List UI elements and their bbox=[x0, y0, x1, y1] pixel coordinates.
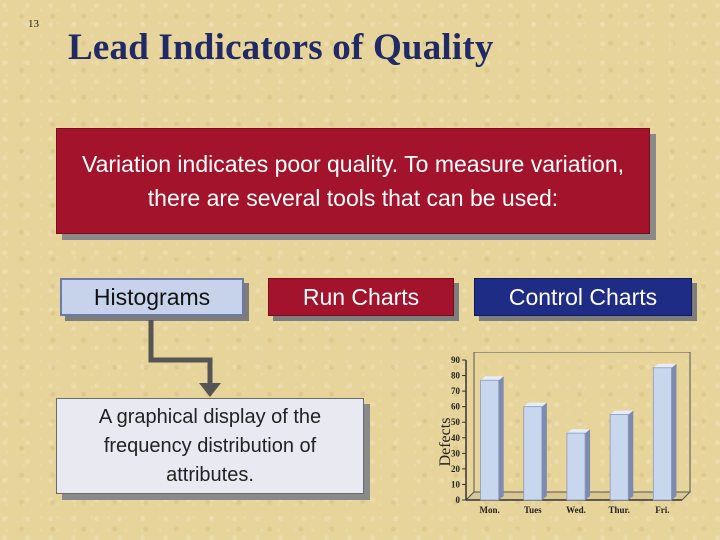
bar-top bbox=[610, 410, 634, 415]
histograms-button[interactable]: Histograms bbox=[60, 278, 244, 316]
y-tick-label: 10 bbox=[451, 479, 461, 489]
bar-top bbox=[523, 402, 547, 407]
connector-line bbox=[148, 320, 213, 384]
arrow-head-icon bbox=[199, 383, 221, 397]
y-tick-label: 20 bbox=[451, 464, 461, 474]
x-tick-label: Fri. bbox=[655, 505, 669, 515]
bar-side bbox=[541, 402, 547, 500]
y-tick-label: 50 bbox=[451, 417, 461, 427]
x-tick-label: Thur. bbox=[608, 505, 629, 515]
bar-top bbox=[566, 429, 591, 434]
control-charts-button[interactable]: Control Charts bbox=[474, 278, 692, 316]
y-axis-label: Defects bbox=[437, 418, 454, 467]
bar bbox=[652, 367, 672, 501]
y-tick-label: 80 bbox=[451, 371, 461, 381]
bar-side bbox=[628, 410, 634, 500]
histogram-description: A graphical display of the frequency dis… bbox=[56, 398, 364, 494]
x-tick-label: Tues bbox=[524, 505, 542, 515]
bar bbox=[566, 432, 586, 501]
x-tick-label: Wed. bbox=[566, 505, 586, 515]
x-tick-label: Mon. bbox=[479, 505, 499, 515]
run-charts-button[interactable]: Run Charts bbox=[268, 278, 454, 316]
bar bbox=[609, 414, 629, 501]
bar-side bbox=[498, 376, 504, 500]
y-tick-label: 90 bbox=[451, 355, 461, 365]
y-tick-label: 70 bbox=[451, 386, 461, 396]
variation-callout: Variation indicates poor quality. To mea… bbox=[56, 128, 650, 234]
bar-side bbox=[671, 363, 677, 500]
bar-top bbox=[653, 363, 677, 368]
slide-number: 13 bbox=[28, 18, 39, 30]
page-title: Lead Indicators of Quality bbox=[68, 27, 494, 68]
y-tick-label: 40 bbox=[451, 433, 461, 443]
y-tick-label: 0 bbox=[456, 495, 461, 505]
y-tick-label: 60 bbox=[451, 402, 461, 412]
bar bbox=[480, 379, 500, 501]
bar bbox=[523, 406, 543, 501]
bar-side bbox=[585, 429, 591, 500]
defects-bar-chart: Defects 0 10 20 30 40 50 60 70 80 90 Mon. Tues Wed. T… bbox=[437, 352, 692, 515]
y-tick-label: 30 bbox=[451, 448, 461, 458]
bar-top bbox=[480, 376, 504, 381]
